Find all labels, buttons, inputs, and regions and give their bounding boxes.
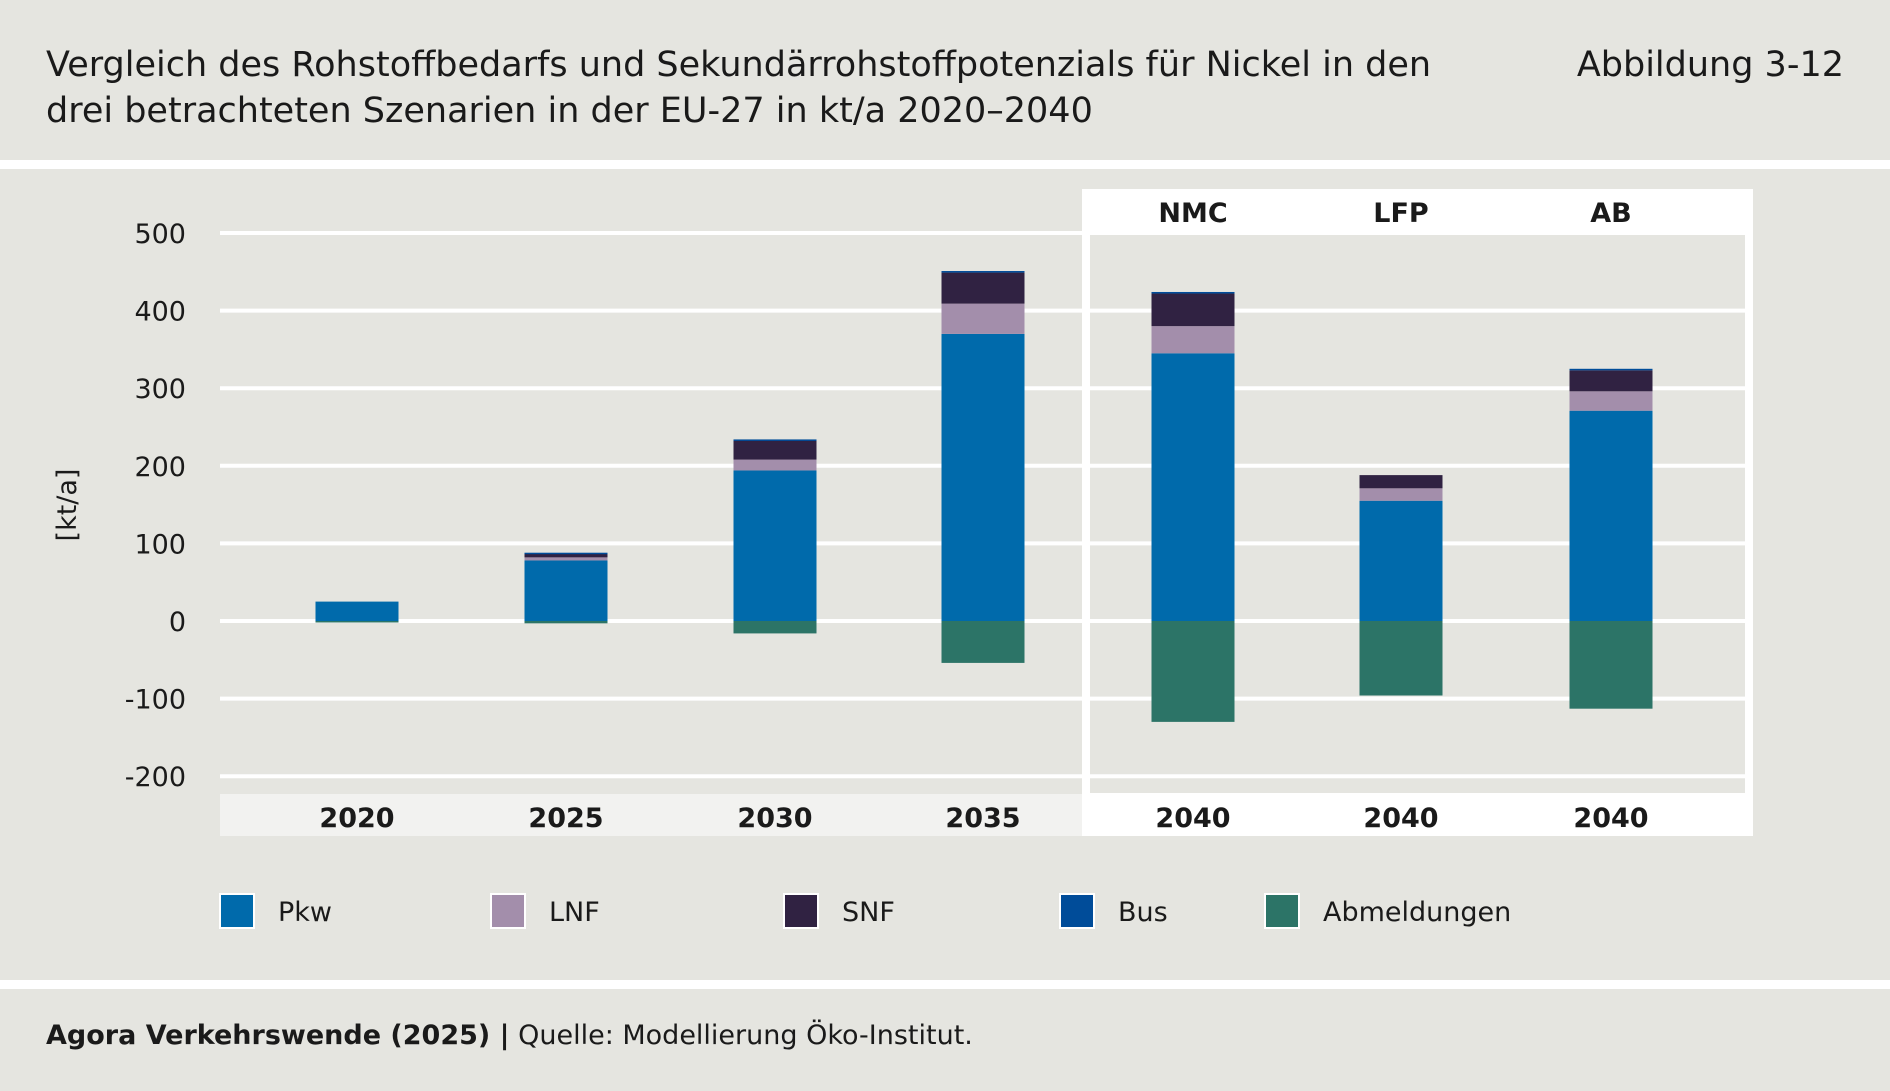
category-strip [220,794,1082,836]
legend-label: Abmeldungen [1323,897,1511,928]
bar-abmeldungen [1151,621,1235,722]
y-tick-label: 0 [169,607,186,638]
bar-pkw [315,601,399,621]
x-tick-label: 2040 [1155,803,1230,834]
legend-label: Bus [1118,897,1168,928]
bar-snf [1569,370,1653,392]
bar-snf [524,553,608,558]
bar-lnf [941,303,1025,334]
bar-bus [733,439,817,441]
bar-pkw [524,560,608,621]
bar-lnf [1151,326,1235,354]
bar-abmeldungen [1569,621,1653,709]
y-tick-label: 400 [134,297,186,328]
bar-bus [1569,368,1653,371]
y-tick-label: 200 [134,452,186,483]
footer: Agora Verkehrswende (2025) | Quelle: Mod… [46,1020,973,1051]
bar-pkw [1569,410,1653,621]
bar-snf [941,272,1025,304]
figure-number: Abbildung 3-12 [1576,45,1844,85]
bar-lnf [1569,391,1653,411]
legend-label: Pkw [278,897,332,928]
bar-abmeldungen [733,621,817,634]
bar-abmeldungen [1359,621,1443,696]
y-tick-label: 500 [134,219,186,250]
bar-lnf [524,557,608,561]
scenario-label: NMC [1158,198,1227,229]
y-tick-label: 100 [134,529,186,560]
x-tick-label: 2035 [945,803,1020,834]
bar-abmeldungen [941,621,1025,663]
y-tick-label: -100 [125,685,186,716]
x-tick-label: 2030 [737,803,812,834]
bar-lnf [733,459,817,471]
bar-lnf [1359,488,1443,501]
bar-pkw [733,470,817,621]
bar-snf [733,440,817,460]
chart-title: Vergleich des Rohstoffbedarfs und Sekund… [46,45,1432,131]
scenario-label: LFP [1373,198,1428,229]
y-tick-label: 300 [134,374,186,405]
bar-abmeldungen [315,621,399,623]
legend-label: LNF [549,897,600,928]
x-tick-label: 2040 [1573,803,1648,834]
legend-swatch-pkw [219,893,255,929]
x-tick-label: 2025 [528,803,603,834]
divider [0,980,1890,989]
legend-swatch-abmeldungen [1264,893,1300,929]
bar-bus [524,552,608,555]
bar-pkw [1151,353,1235,621]
scenario-label: AB [1590,198,1631,229]
bar-pkw [1359,500,1443,621]
legend-label: SNF [842,897,895,928]
y-tick-label: -200 [125,762,186,793]
y-axis-label: [kt/a] [52,469,83,542]
bar-bus [1151,291,1235,294]
bar-snf [1151,293,1235,327]
bar-abmeldungen [524,621,608,624]
legend-swatch-snf [783,893,819,929]
x-tick-label: 2040 [1363,803,1438,834]
bar-bus [941,271,1025,273]
source-text: Quelle: Modellierung Öko-Institut. [509,1020,973,1051]
bar-snf [1359,475,1443,489]
bar-pkw [941,333,1025,621]
source-bold: Agora Verkehrswende (2025) | [46,1020,510,1051]
x-tick-label: 2020 [319,803,394,834]
legend-swatch-lnf [490,893,526,929]
legend-swatch-bus [1059,893,1095,929]
divider [0,160,1890,169]
